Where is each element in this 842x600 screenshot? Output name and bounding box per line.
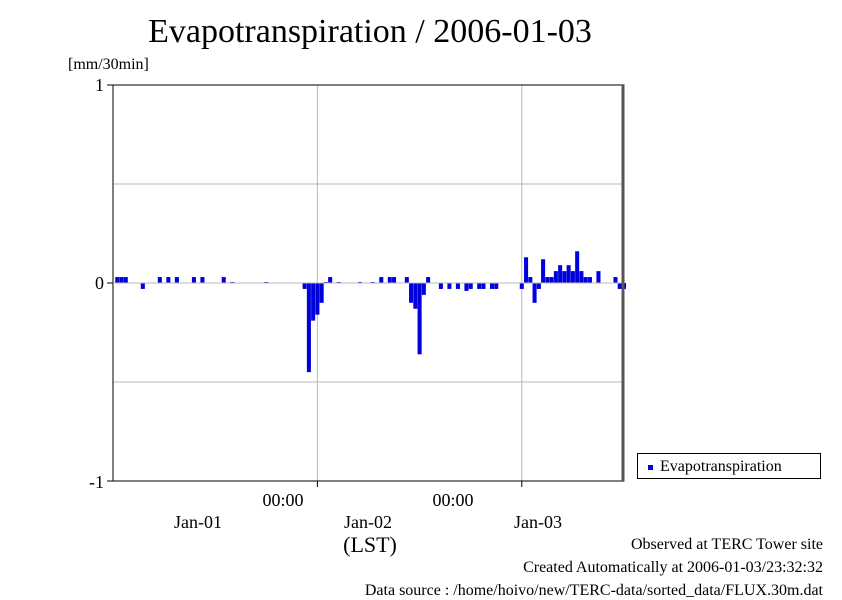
bar (477, 283, 482, 289)
x-date-label-jan02: Jan-02 (344, 512, 392, 532)
bar (489, 283, 495, 289)
bar (123, 277, 128, 283)
bar (409, 283, 414, 303)
bar (221, 277, 226, 283)
bar (421, 283, 426, 295)
bar (191, 277, 196, 283)
legend-label-evapotranspiration: Evapotranspiration (660, 458, 782, 475)
y-axis-unit-label: [mm/30min] (68, 56, 149, 73)
bar (579, 271, 584, 283)
x-tick-label-time-2: 00:00 (432, 490, 474, 510)
bar (302, 283, 307, 289)
footer-observed-site: Observed at TERC Tower site (630, 536, 823, 553)
x-tick-label-time-1: 00:00 (262, 490, 304, 510)
bar (392, 277, 397, 283)
bar (558, 265, 563, 283)
bar (481, 283, 486, 289)
bar (524, 257, 529, 283)
x-date-label-jan03: Jan-03 (514, 512, 562, 532)
bar (140, 283, 145, 289)
bar (417, 283, 422, 355)
bar (115, 277, 120, 283)
bar (379, 277, 384, 283)
bar (566, 265, 571, 283)
y-tick-label-min: -1 (89, 472, 104, 492)
footer-created-timestamp: Created Automatically at 2006-01-03/23:3… (523, 559, 823, 576)
bar (426, 277, 431, 283)
legend-swatch-evapotranspiration (648, 465, 653, 470)
bar (587, 277, 592, 283)
bar (541, 259, 546, 283)
bar (166, 277, 171, 283)
bar (413, 283, 418, 309)
bar (617, 283, 622, 289)
y-tick-label-max: 1 (95, 75, 104, 95)
bar (468, 283, 473, 289)
bar (404, 277, 409, 283)
bar (438, 283, 443, 289)
bar (545, 277, 550, 283)
bar-series-evapotranspiration (115, 251, 627, 373)
bar (157, 277, 162, 283)
bar (562, 271, 567, 283)
bar (319, 283, 324, 303)
bar (613, 277, 618, 283)
bar (174, 277, 179, 283)
chart-legend: Evapotranspiration (637, 453, 821, 479)
bar (575, 251, 580, 283)
bar (200, 277, 205, 283)
bar (455, 283, 460, 289)
x-axis-timezone-label: (LST) (343, 532, 397, 557)
bar (315, 283, 320, 315)
bar (553, 271, 558, 283)
bar (464, 283, 469, 291)
bar (328, 277, 333, 283)
bar (519, 283, 524, 289)
chart-title: Evapotranspiration / 2006-01-03 (148, 13, 592, 50)
bar (532, 283, 537, 303)
x-date-label-jan01: Jan-01 (174, 512, 222, 532)
bar (570, 271, 575, 283)
y-tick-label-zero: 0 (95, 273, 104, 293)
bar (596, 271, 601, 283)
bar (494, 283, 499, 289)
bar (306, 283, 311, 373)
bar (387, 277, 392, 283)
bar (311, 283, 316, 321)
bar (528, 277, 533, 283)
footer-data-source: Data source : /home/hoivo/new/TERC-data/… (364, 582, 823, 599)
plot-frame (107, 84, 625, 487)
bar (549, 277, 554, 283)
bar (536, 283, 541, 289)
bar (119, 277, 124, 283)
bar (583, 277, 588, 283)
bar (447, 283, 452, 289)
